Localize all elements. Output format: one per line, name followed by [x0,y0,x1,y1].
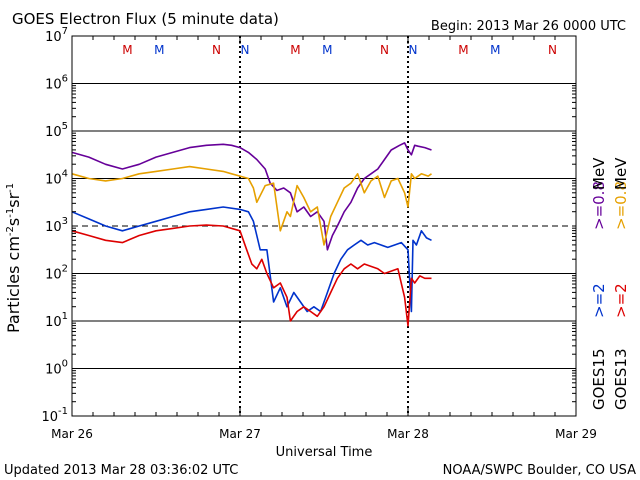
legend-entry: >=2 [590,283,608,318]
x-tick-label: Mar 26 [51,427,93,441]
legend-entry: >=0.8 [590,181,608,230]
y-tick-label: 105 [45,121,68,140]
y-tick-label: 102 [45,264,68,283]
axes: Mar 26 Mar 27 Mar 28 Mar 29 107 106 105 104 103 1… [41,26,596,441]
mn-marker: M [122,43,132,57]
legend-entry: MeV [590,157,608,190]
legend-entry: GOES13 [612,348,630,410]
mn-marker: M [290,43,300,57]
mn-marker: M [490,43,500,57]
y-tick-label: 100 [45,359,68,378]
y-tick-label: 107 [45,26,68,45]
x-tick-label: Mar 27 [219,427,261,441]
y-tick-label: 103 [45,216,68,235]
legend-entry: >=0.8 [612,181,630,230]
series-line [71,165,432,246]
legend-entry: >=2 [612,283,630,318]
chart-title: GOES Electron Flux (5 minute data) [12,10,279,28]
mn-marker: M [458,43,468,57]
grid-lines [72,83,576,369]
y-tick-label: 101 [45,311,68,330]
mn-marker: N [409,43,418,57]
mn-marker: N [380,43,389,57]
series-line [71,224,432,327]
begin-time-label: Begin: 2013 Mar 26 0000 UTC [431,19,626,34]
series-line [71,142,432,251]
mn-marker: N [241,43,250,57]
data-series [71,142,432,327]
midnight-markers [239,36,409,416]
x-tick-label: Mar 29 [555,427,597,441]
mn-marker: N [212,43,221,57]
x-tick-label: Mar 28 [387,427,429,441]
x-axis-label: Universal Time [276,445,373,460]
legend-entry: GOES15 [590,348,608,410]
mn-marker: N [548,43,557,57]
credit-label: NOAA/SWPC Boulder, CO USA [443,463,636,478]
legend-entry: MeV [612,157,630,190]
series-line [71,206,432,313]
y-axis-label: Particles cm-2s-1sr-1 [4,183,23,333]
mn-marker: M [322,43,332,57]
updated-timestamp: Updated 2013 Mar 28 03:36:02 UTC [4,463,238,478]
mn-marker: M [154,43,164,57]
y-tick-label: 106 [45,74,68,93]
y-tick-label: 10-1 [41,406,68,425]
y-tick-label: 104 [45,169,68,188]
